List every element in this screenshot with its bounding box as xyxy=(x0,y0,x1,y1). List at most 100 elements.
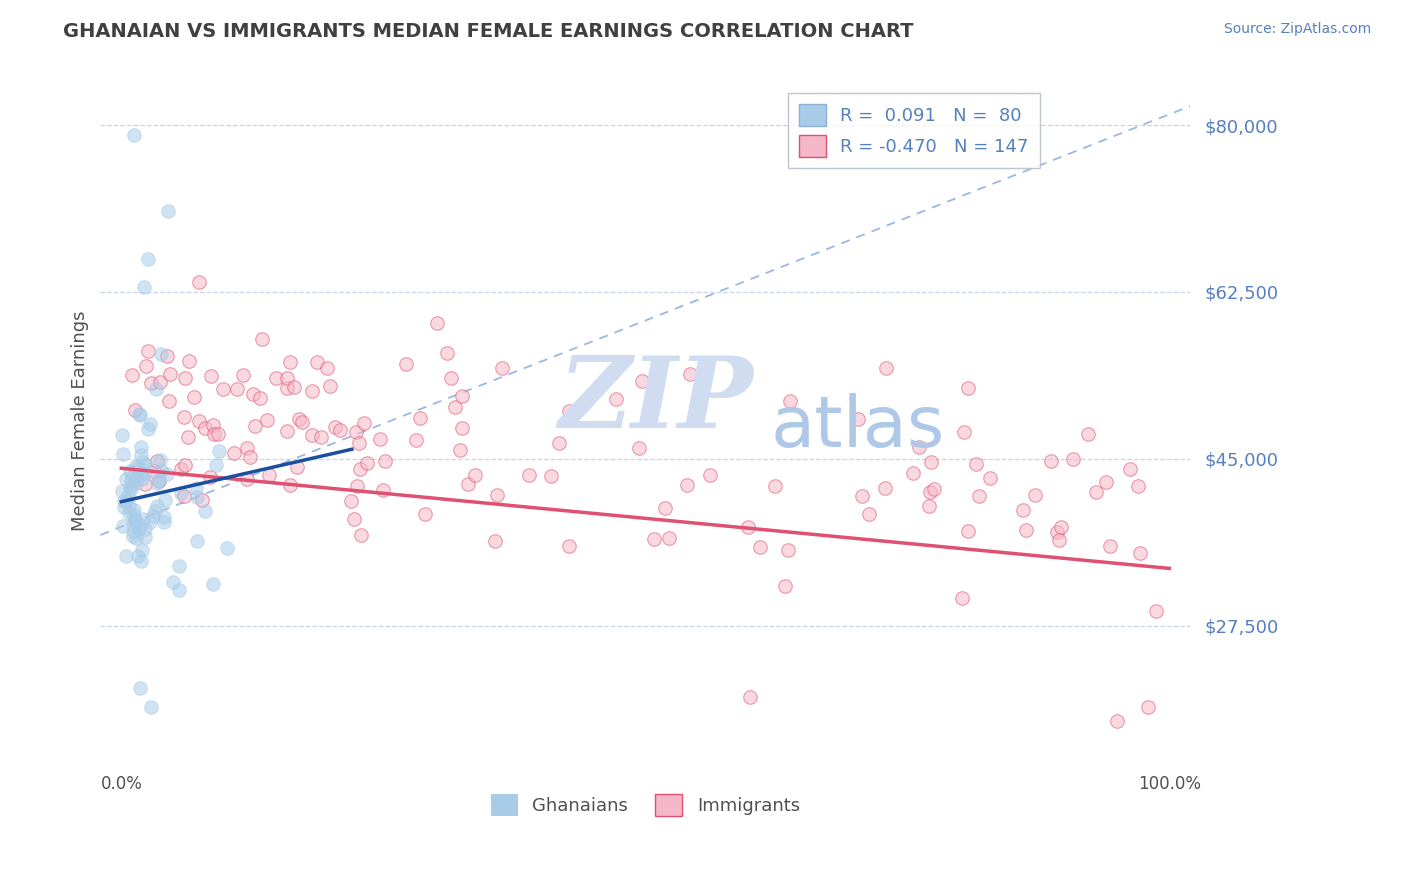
Point xyxy=(125,475,148,490)
Point xyxy=(121,470,143,484)
Point xyxy=(1040,453,1063,467)
Point xyxy=(1024,487,1046,501)
Point xyxy=(956,524,979,539)
Point xyxy=(1076,427,1098,442)
Point xyxy=(129,681,152,695)
Point xyxy=(920,455,942,469)
Point xyxy=(356,457,378,471)
Point xyxy=(186,491,208,505)
Point xyxy=(340,493,363,508)
Point xyxy=(371,483,394,497)
Point xyxy=(173,371,195,385)
Point xyxy=(167,558,190,573)
Point xyxy=(256,413,278,427)
Point xyxy=(1098,539,1121,553)
Point xyxy=(125,531,148,545)
Point xyxy=(177,430,200,444)
Point xyxy=(283,380,305,394)
Point xyxy=(169,462,191,476)
Point xyxy=(115,549,138,564)
Point xyxy=(979,471,1001,485)
Point xyxy=(242,386,264,401)
Point xyxy=(150,463,173,477)
Point xyxy=(484,534,506,549)
Point xyxy=(117,506,139,520)
Point xyxy=(157,203,180,218)
Point xyxy=(280,355,302,369)
Point xyxy=(368,432,391,446)
Point xyxy=(169,485,191,500)
Point xyxy=(200,368,222,383)
Point xyxy=(288,412,311,426)
Point xyxy=(122,524,145,538)
Point xyxy=(349,462,371,476)
Point xyxy=(139,699,162,714)
Point xyxy=(183,390,205,404)
Point xyxy=(236,472,259,486)
Point xyxy=(157,393,180,408)
Point xyxy=(112,519,135,533)
Point xyxy=(131,472,153,486)
Point xyxy=(1047,533,1070,548)
Point xyxy=(1049,519,1071,533)
Point xyxy=(675,477,697,491)
Point xyxy=(112,493,135,508)
Point xyxy=(139,376,162,390)
Point xyxy=(146,454,169,468)
Point xyxy=(309,430,332,444)
Point xyxy=(122,516,145,531)
Point xyxy=(207,427,229,442)
Point xyxy=(627,441,650,455)
Point xyxy=(436,345,458,359)
Point xyxy=(1126,479,1149,493)
Point xyxy=(121,483,143,497)
Point xyxy=(451,420,474,434)
Point xyxy=(291,415,314,429)
Point xyxy=(257,467,280,482)
Point xyxy=(464,468,486,483)
Point xyxy=(148,474,170,488)
Point xyxy=(122,507,145,521)
Point xyxy=(134,522,156,536)
Point xyxy=(143,503,166,517)
Point xyxy=(287,459,309,474)
Point xyxy=(159,367,181,381)
Point xyxy=(134,477,156,491)
Point xyxy=(114,493,136,508)
Point xyxy=(486,487,509,501)
Point xyxy=(965,457,987,471)
Point xyxy=(245,419,267,434)
Point xyxy=(145,382,167,396)
Point xyxy=(112,500,135,514)
Point xyxy=(457,477,479,491)
Point xyxy=(264,370,287,384)
Point xyxy=(162,574,184,589)
Point xyxy=(353,416,375,430)
Point xyxy=(374,454,396,468)
Point xyxy=(131,512,153,526)
Point xyxy=(225,382,247,396)
Point xyxy=(204,458,226,472)
Point xyxy=(211,382,233,396)
Point xyxy=(150,347,173,361)
Point xyxy=(127,459,149,474)
Point xyxy=(156,467,179,481)
Point xyxy=(1062,452,1084,467)
Point xyxy=(547,436,569,450)
Text: atlas: atlas xyxy=(770,393,945,462)
Point xyxy=(329,423,352,437)
Point xyxy=(349,436,371,450)
Point xyxy=(114,472,136,486)
Point xyxy=(134,530,156,544)
Point xyxy=(773,579,796,593)
Point xyxy=(875,481,897,495)
Point xyxy=(118,500,141,514)
Point xyxy=(124,512,146,526)
Point xyxy=(846,412,869,426)
Point xyxy=(143,465,166,479)
Point xyxy=(907,440,929,454)
Point xyxy=(208,444,231,458)
Point xyxy=(558,404,581,418)
Point xyxy=(346,478,368,492)
Point xyxy=(318,379,340,393)
